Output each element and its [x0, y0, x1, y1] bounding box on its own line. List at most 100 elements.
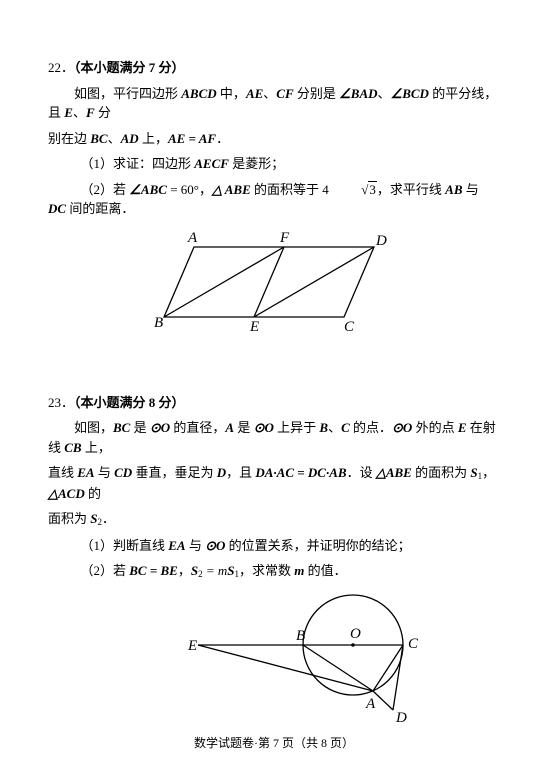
lbl-f: F — [279, 230, 290, 246]
e: E — [64, 105, 73, 120]
t: 与 — [95, 465, 115, 480]
lbl-a: A — [365, 696, 376, 712]
t: 是 — [234, 420, 254, 435]
lbl-e: E — [249, 319, 259, 335]
t: （2）若 — [81, 182, 130, 197]
tri-abe: △ ABE — [212, 182, 251, 197]
ad: AD — [121, 131, 139, 146]
t: 垂直，垂足为 — [132, 465, 217, 480]
q23-part1: （1）判断直线 EA 与 ⊙O 的位置关系，并证明你的结论； — [48, 536, 500, 556]
bc: BC — [113, 420, 130, 435]
m: = m — [203, 563, 228, 578]
t: ． — [102, 511, 115, 526]
t: ．设 — [347, 465, 376, 480]
o: ⊙O — [254, 420, 274, 435]
t: 中， — [217, 86, 246, 101]
t: ． — [216, 131, 229, 146]
three: 3 — [368, 181, 377, 197]
bad: ∠BAD — [339, 86, 377, 101]
ae: AE — [246, 86, 263, 101]
t: ，且 — [226, 465, 255, 480]
t: 的 — [85, 486, 101, 501]
abc: ∠ABC — [129, 182, 167, 197]
sqrt-icon: 3 — [329, 180, 377, 200]
q23-line2: 直线 EA 与 CD 垂直，垂足为 D，且 DA·AC = DC·AB．设 △A… — [48, 463, 500, 503]
page-footer: 数学试题卷·第 7 页（共 8 页） — [0, 734, 548, 752]
t: 、 — [378, 86, 391, 101]
t: 外的点 — [412, 420, 458, 435]
aecf: AECF — [194, 156, 229, 171]
t: 、 — [108, 131, 121, 146]
bcd: ∠BCD — [391, 86, 429, 101]
o: ⊙O — [150, 420, 170, 435]
m: m — [294, 563, 304, 578]
s2: S — [90, 511, 97, 526]
o: ⊙O — [392, 420, 412, 435]
o: ⊙O — [205, 538, 225, 553]
t: 分别是 — [294, 86, 340, 101]
eq: DA·AC = DC·AB — [255, 465, 346, 480]
s1: S — [227, 563, 234, 578]
lbl-b: B — [296, 628, 305, 644]
q23-figure: E B O C A D — [178, 590, 438, 730]
b: B — [319, 420, 328, 435]
s1: S — [470, 465, 477, 480]
t: 上， — [139, 131, 168, 146]
q23-num: 23． — [48, 395, 74, 410]
t: 的位置关系，并证明你的结论； — [225, 538, 410, 553]
t: 、 — [328, 420, 341, 435]
t: 的面积等于 — [251, 182, 323, 197]
t: 的直径， — [170, 420, 225, 435]
aeeqaf: AE = AF — [168, 131, 216, 146]
a: A — [225, 420, 234, 435]
t: ，求平行线 — [377, 182, 445, 197]
t: （1）判断直线 — [81, 538, 169, 553]
c: C — [341, 420, 350, 435]
e: E — [458, 420, 467, 435]
lbl-a: A — [187, 230, 198, 246]
q23-part2: （2）若 BC = BE，S2 = mS1，求常数 m 的值． — [48, 561, 500, 582]
tri-abe: △ABE — [376, 465, 412, 480]
t: 面积为 — [48, 511, 90, 526]
t: 的点． — [350, 420, 392, 435]
t: 别在边 — [48, 131, 90, 146]
t: ， — [482, 465, 495, 480]
abcd: ABCD — [181, 86, 216, 101]
t: ，求常数 — [239, 563, 294, 578]
lbl-b: B — [154, 315, 163, 331]
q22-part1: （1）求证：四边形 AECF 是菱形； — [48, 154, 500, 174]
q22-line2: 别在边 BC、AD 上，AE = AF． — [48, 129, 500, 149]
lbl-e: E — [187, 638, 197, 654]
f: F — [86, 105, 95, 120]
t: 的面积为 — [412, 465, 471, 480]
q22-num: 22． — [48, 60, 74, 75]
t: 如图， — [74, 420, 113, 435]
lbl-d: D — [395, 710, 407, 726]
q23-points: （本小题满分 8 分） — [74, 395, 185, 410]
t: 、 — [73, 105, 86, 120]
ea: EA — [168, 538, 185, 553]
t: 如图，平行四边形 — [74, 86, 181, 101]
q22-line1: 如图，平行四边形 ABCD 中，AE、CF 分别是 ∠BAD、∠BCD 的平分线… — [48, 84, 500, 123]
dc: DC — [48, 201, 66, 216]
bceqbe: BC = BE — [129, 563, 178, 578]
t: 上， — [82, 440, 111, 455]
t: 分 — [95, 105, 111, 120]
lbl-d: D — [375, 233, 387, 249]
lbl-c: C — [408, 636, 419, 652]
t: 上异于 — [274, 420, 320, 435]
footer-text: 数学试题卷·第 7 页（共 8 页） — [194, 736, 354, 750]
bc: BC — [90, 131, 107, 146]
center-dot — [351, 643, 355, 647]
t: 间的距离． — [66, 201, 134, 216]
lbl-o: O — [350, 626, 361, 642]
q23-header: 23．（本小题满分 8 分） — [48, 393, 500, 413]
cd: CD — [114, 465, 132, 480]
t: 与 — [463, 182, 479, 197]
cf: CF — [276, 86, 293, 101]
q22-figure: A F D B E C — [144, 227, 404, 337]
t: 直线 — [48, 465, 77, 480]
q22-points: （本小题满分 7 分） — [74, 60, 185, 75]
t: （2）若 — [81, 563, 130, 578]
t: 、 — [263, 86, 276, 101]
